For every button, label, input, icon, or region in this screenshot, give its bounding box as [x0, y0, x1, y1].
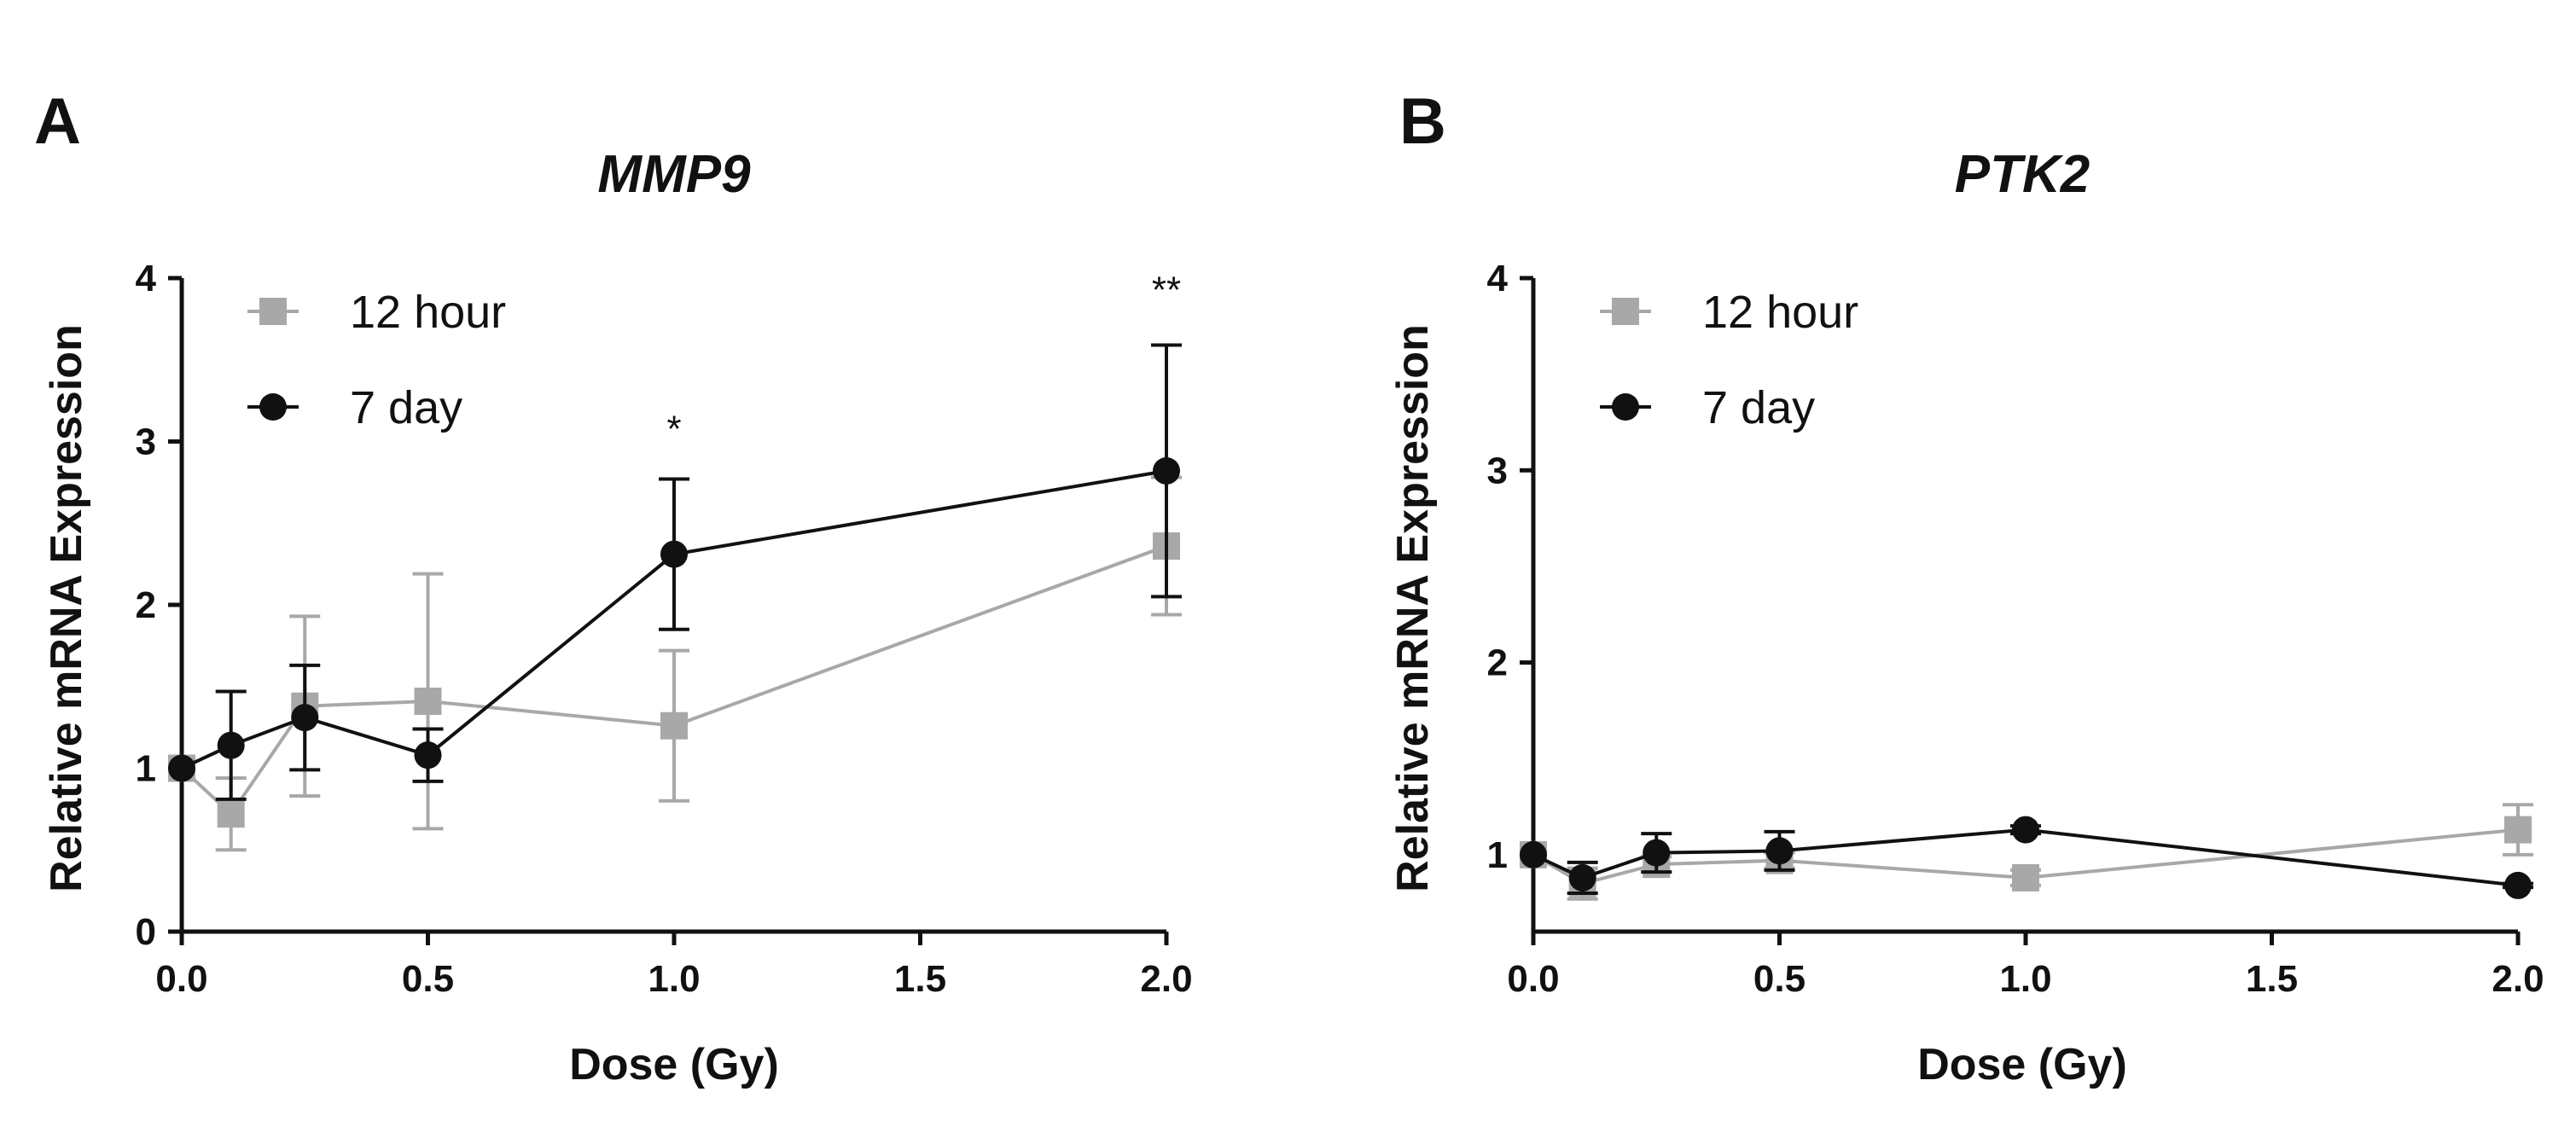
- y-tick-label-a: 3: [136, 421, 156, 463]
- y-tick-label-b: 4: [1487, 258, 1509, 299]
- x-tick-label-b: 0.5: [1753, 958, 1806, 1000]
- x-tick-label-b: 1.0: [1999, 958, 2051, 1000]
- y-tick-label-a: 2: [136, 584, 156, 626]
- chart-title-ptk2: PTK2: [1955, 145, 2090, 204]
- data-point-d7-b: [1643, 839, 1671, 867]
- legend-label-d7-a: 7 day: [350, 382, 462, 433]
- data-point-d7-b: [2504, 871, 2532, 899]
- series-d7-a: [168, 343, 1182, 801]
- series-group-a: [168, 343, 1182, 852]
- axes-a: 0.0 0.5 1.0 1.5 2.0 0 1 2 3 4: [136, 258, 1193, 1000]
- panel-letter-a: A: [34, 85, 81, 158]
- y-tick-label-a: 0: [136, 911, 156, 953]
- x-tick-label-a: 2.0: [1140, 958, 1192, 1000]
- legend-marker-d7-a: [259, 393, 287, 421]
- y-tick-label-b: 1: [1487, 834, 1508, 876]
- x-axis-title-b: Dose (Gy): [1917, 1040, 2127, 1089]
- legend-label-h12-a: 12 hour: [350, 287, 506, 338]
- data-point-d7-b: [1568, 863, 1596, 892]
- axes-b: 0.0 0.5 1.0 1.5 2.0 1 2 3 4: [1487, 258, 2544, 1000]
- series-group-b: [1520, 803, 2533, 901]
- chart-title-mmp9: MMP9: [597, 145, 751, 204]
- panel-b: B PTK2 Relative mRNA Expression Dose (Gy…: [1388, 85, 2544, 1089]
- legend-label-h12-b: 12 hour: [1702, 287, 1858, 338]
- legend-marker-h12-a: [259, 298, 287, 325]
- y-axis-title-a: Relative mRNA Expression: [42, 324, 91, 892]
- x-tick-label-a: 0.5: [402, 958, 454, 1000]
- x-tick-label-a: 1.5: [894, 958, 946, 1000]
- data-point-d7-b: [2012, 816, 2039, 844]
- x-tick-label-a: 0.0: [155, 958, 207, 1000]
- x-axis-title-a: Dose (Gy): [569, 1040, 779, 1089]
- data-point-d7-a: [217, 731, 245, 759]
- data-point-d7-b: [1765, 837, 1794, 865]
- legend-marker-h12-b: [1612, 298, 1639, 325]
- data-point-h12-a: [217, 800, 245, 828]
- x-tick-label-b: 1.5: [2246, 958, 2298, 1000]
- panel-a: A MMP9 Relative mRNA Expression Dose (Gy…: [34, 85, 1193, 1089]
- series-d7-b: [1520, 816, 2533, 899]
- data-point-h12-b: [2012, 863, 2039, 892]
- data-point-h12-a: [660, 712, 688, 740]
- legend-label-d7-b: 7 day: [1702, 382, 1815, 433]
- data-point-d7-a: [168, 754, 195, 782]
- x-tick-label-b: 0.0: [1507, 958, 1559, 1000]
- data-point-h12-b: [2504, 816, 2532, 844]
- panel-letter-b: B: [1399, 85, 1446, 158]
- data-point-d7-a: [291, 704, 319, 732]
- data-point-d7-a: [660, 540, 688, 568]
- significance-marker-a: **: [1152, 270, 1181, 311]
- x-tick-label-b: 2.0: [2492, 958, 2544, 1000]
- x-tick-label-a: 1.0: [648, 958, 700, 1000]
- data-point-d7-a: [1153, 456, 1180, 485]
- legend-a: 12 hour 7 day: [247, 287, 506, 433]
- annotations-a: ***: [666, 270, 1181, 450]
- y-tick-label-b: 3: [1487, 450, 1508, 491]
- data-point-d7-b: [1520, 840, 1547, 868]
- y-tick-label-a: 4: [136, 258, 157, 299]
- legend-marker-d7-b: [1612, 393, 1639, 421]
- significance-marker-a: *: [666, 409, 681, 450]
- data-point-d7-a: [414, 741, 442, 770]
- legend-b: 12 hour 7 day: [1600, 287, 1858, 433]
- y-tick-label-a: 1: [136, 748, 156, 790]
- y-tick-label-b: 2: [1487, 642, 1508, 684]
- y-axis-title-b: Relative mRNA Expression: [1388, 324, 1438, 892]
- data-point-h12-a: [414, 687, 442, 715]
